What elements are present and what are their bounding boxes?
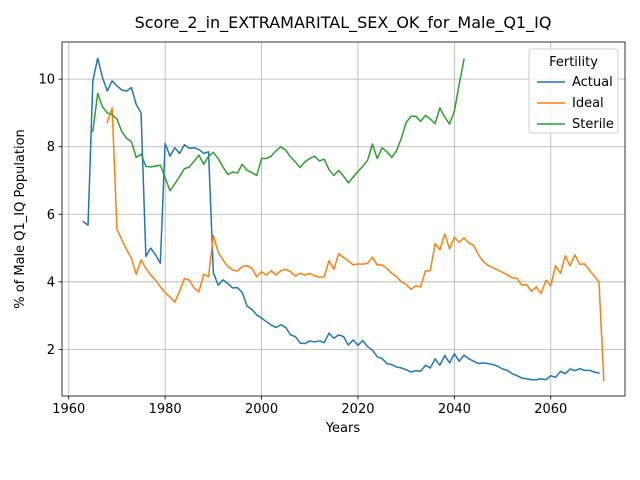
y-tick-label: 6	[47, 208, 55, 223]
x-tick-label: 2040	[438, 402, 471, 417]
legend-label-sterile: Sterile	[572, 117, 614, 132]
legend: Fertility Actual Ideal Sterile	[528, 48, 619, 134]
chart-title: Score_2_in_EXTRAMARITAL_SEX_OK_for_Male_…	[135, 13, 552, 33]
x-tick-label: 2020	[341, 402, 374, 417]
series-line-sterile	[92, 58, 465, 192]
y-tick-label: 10	[38, 73, 55, 88]
legend-label-ideal: Ideal	[572, 96, 604, 111]
legend-box	[528, 48, 619, 134]
legend-title: Fertility	[549, 55, 598, 70]
series-line-ideal	[106, 107, 605, 382]
y-axis: 2 4 6 8 10	[38, 73, 62, 358]
series-line-actual	[82, 57, 600, 381]
x-tick-label: 2000	[245, 402, 278, 417]
x-axis: 1960 1980 2000 2020 2040 2060	[52, 396, 567, 417]
y-axis-label: % of Male Q1_IQ Population	[13, 129, 28, 309]
x-tick-label: 1960	[52, 402, 85, 417]
series-layer	[82, 57, 605, 382]
y-tick-label: 4	[47, 275, 55, 290]
legend-label-actual: Actual	[572, 75, 613, 90]
x-axis-label: Years	[325, 421, 361, 436]
plot-frame	[61, 41, 626, 397]
y-tick-label: 8	[47, 140, 55, 155]
y-tick-label: 2	[47, 343, 55, 358]
x-tick-label: 2060	[534, 402, 567, 417]
x-tick-label: 1980	[149, 402, 182, 417]
